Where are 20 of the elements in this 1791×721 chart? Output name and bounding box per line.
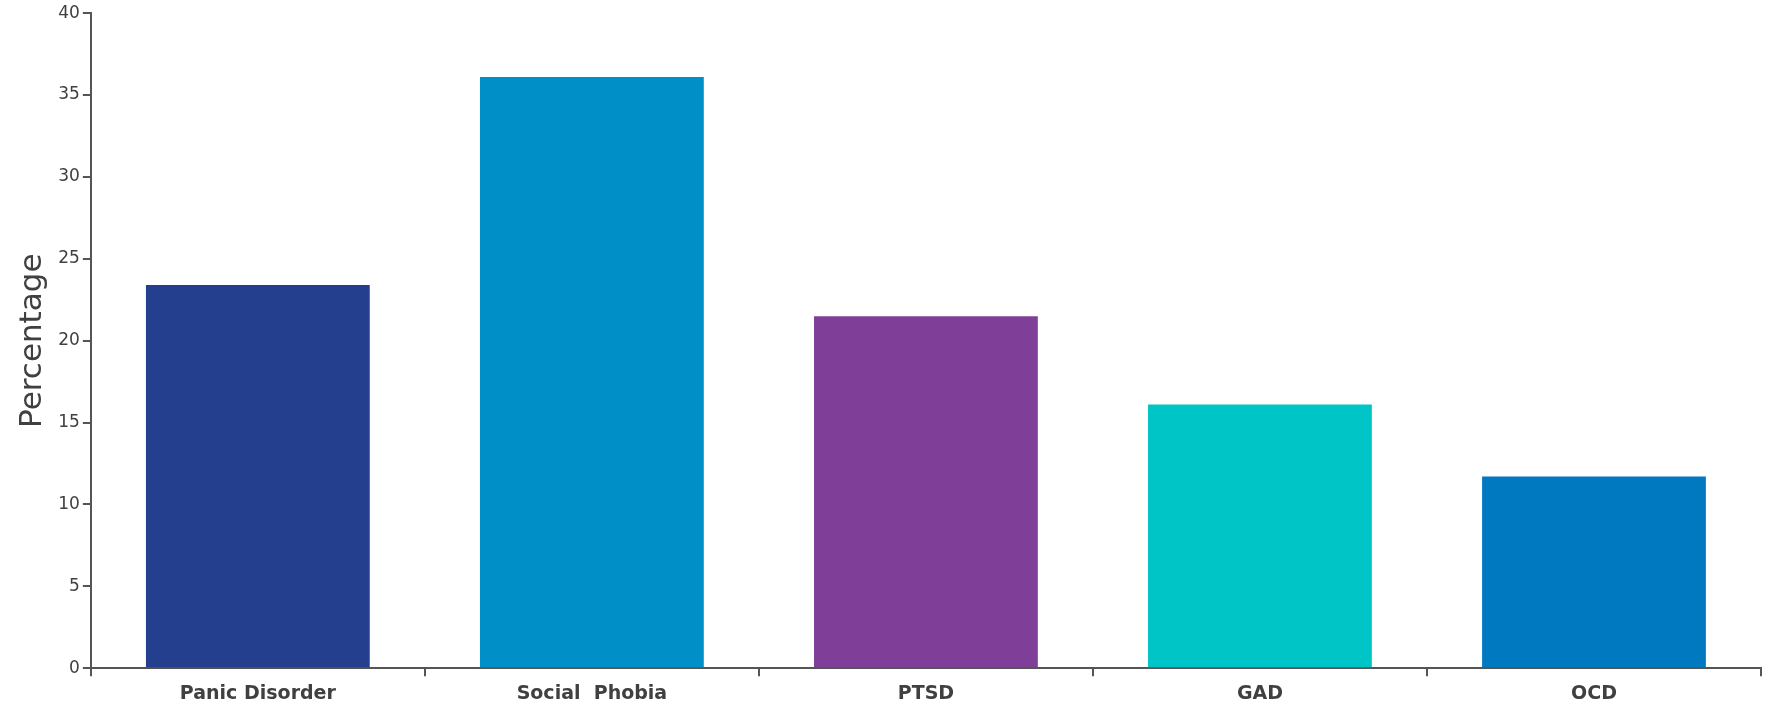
- bar: [814, 316, 1038, 668]
- y-tick-label: 25: [58, 247, 80, 268]
- bar: [145, 285, 370, 668]
- bar: [479, 77, 704, 668]
- y-tick-label: 35: [58, 83, 80, 104]
- y-tick-label: 20: [58, 329, 80, 350]
- x-tick-label: Panic Disorder: [179, 680, 337, 703]
- bar: [1482, 476, 1706, 668]
- x-tick-label: Social Phobia: [516, 680, 668, 703]
- y-tick-label: 10: [58, 492, 80, 513]
- y-tick-label: 0: [69, 656, 80, 677]
- y-axis-title: Percentage: [11, 253, 48, 428]
- x-tick-label: PTSD: [897, 680, 955, 703]
- y-tick-label: 15: [58, 411, 80, 431]
- y-tick-label: 30: [58, 165, 80, 186]
- x-tick-label: GAD: [1236, 680, 1283, 703]
- y-tick-label: 5: [69, 574, 80, 595]
- x-tick-label: OCD: [1571, 680, 1617, 703]
- y-tick-label: 40: [58, 1, 80, 22]
- bar: [1148, 404, 1372, 668]
